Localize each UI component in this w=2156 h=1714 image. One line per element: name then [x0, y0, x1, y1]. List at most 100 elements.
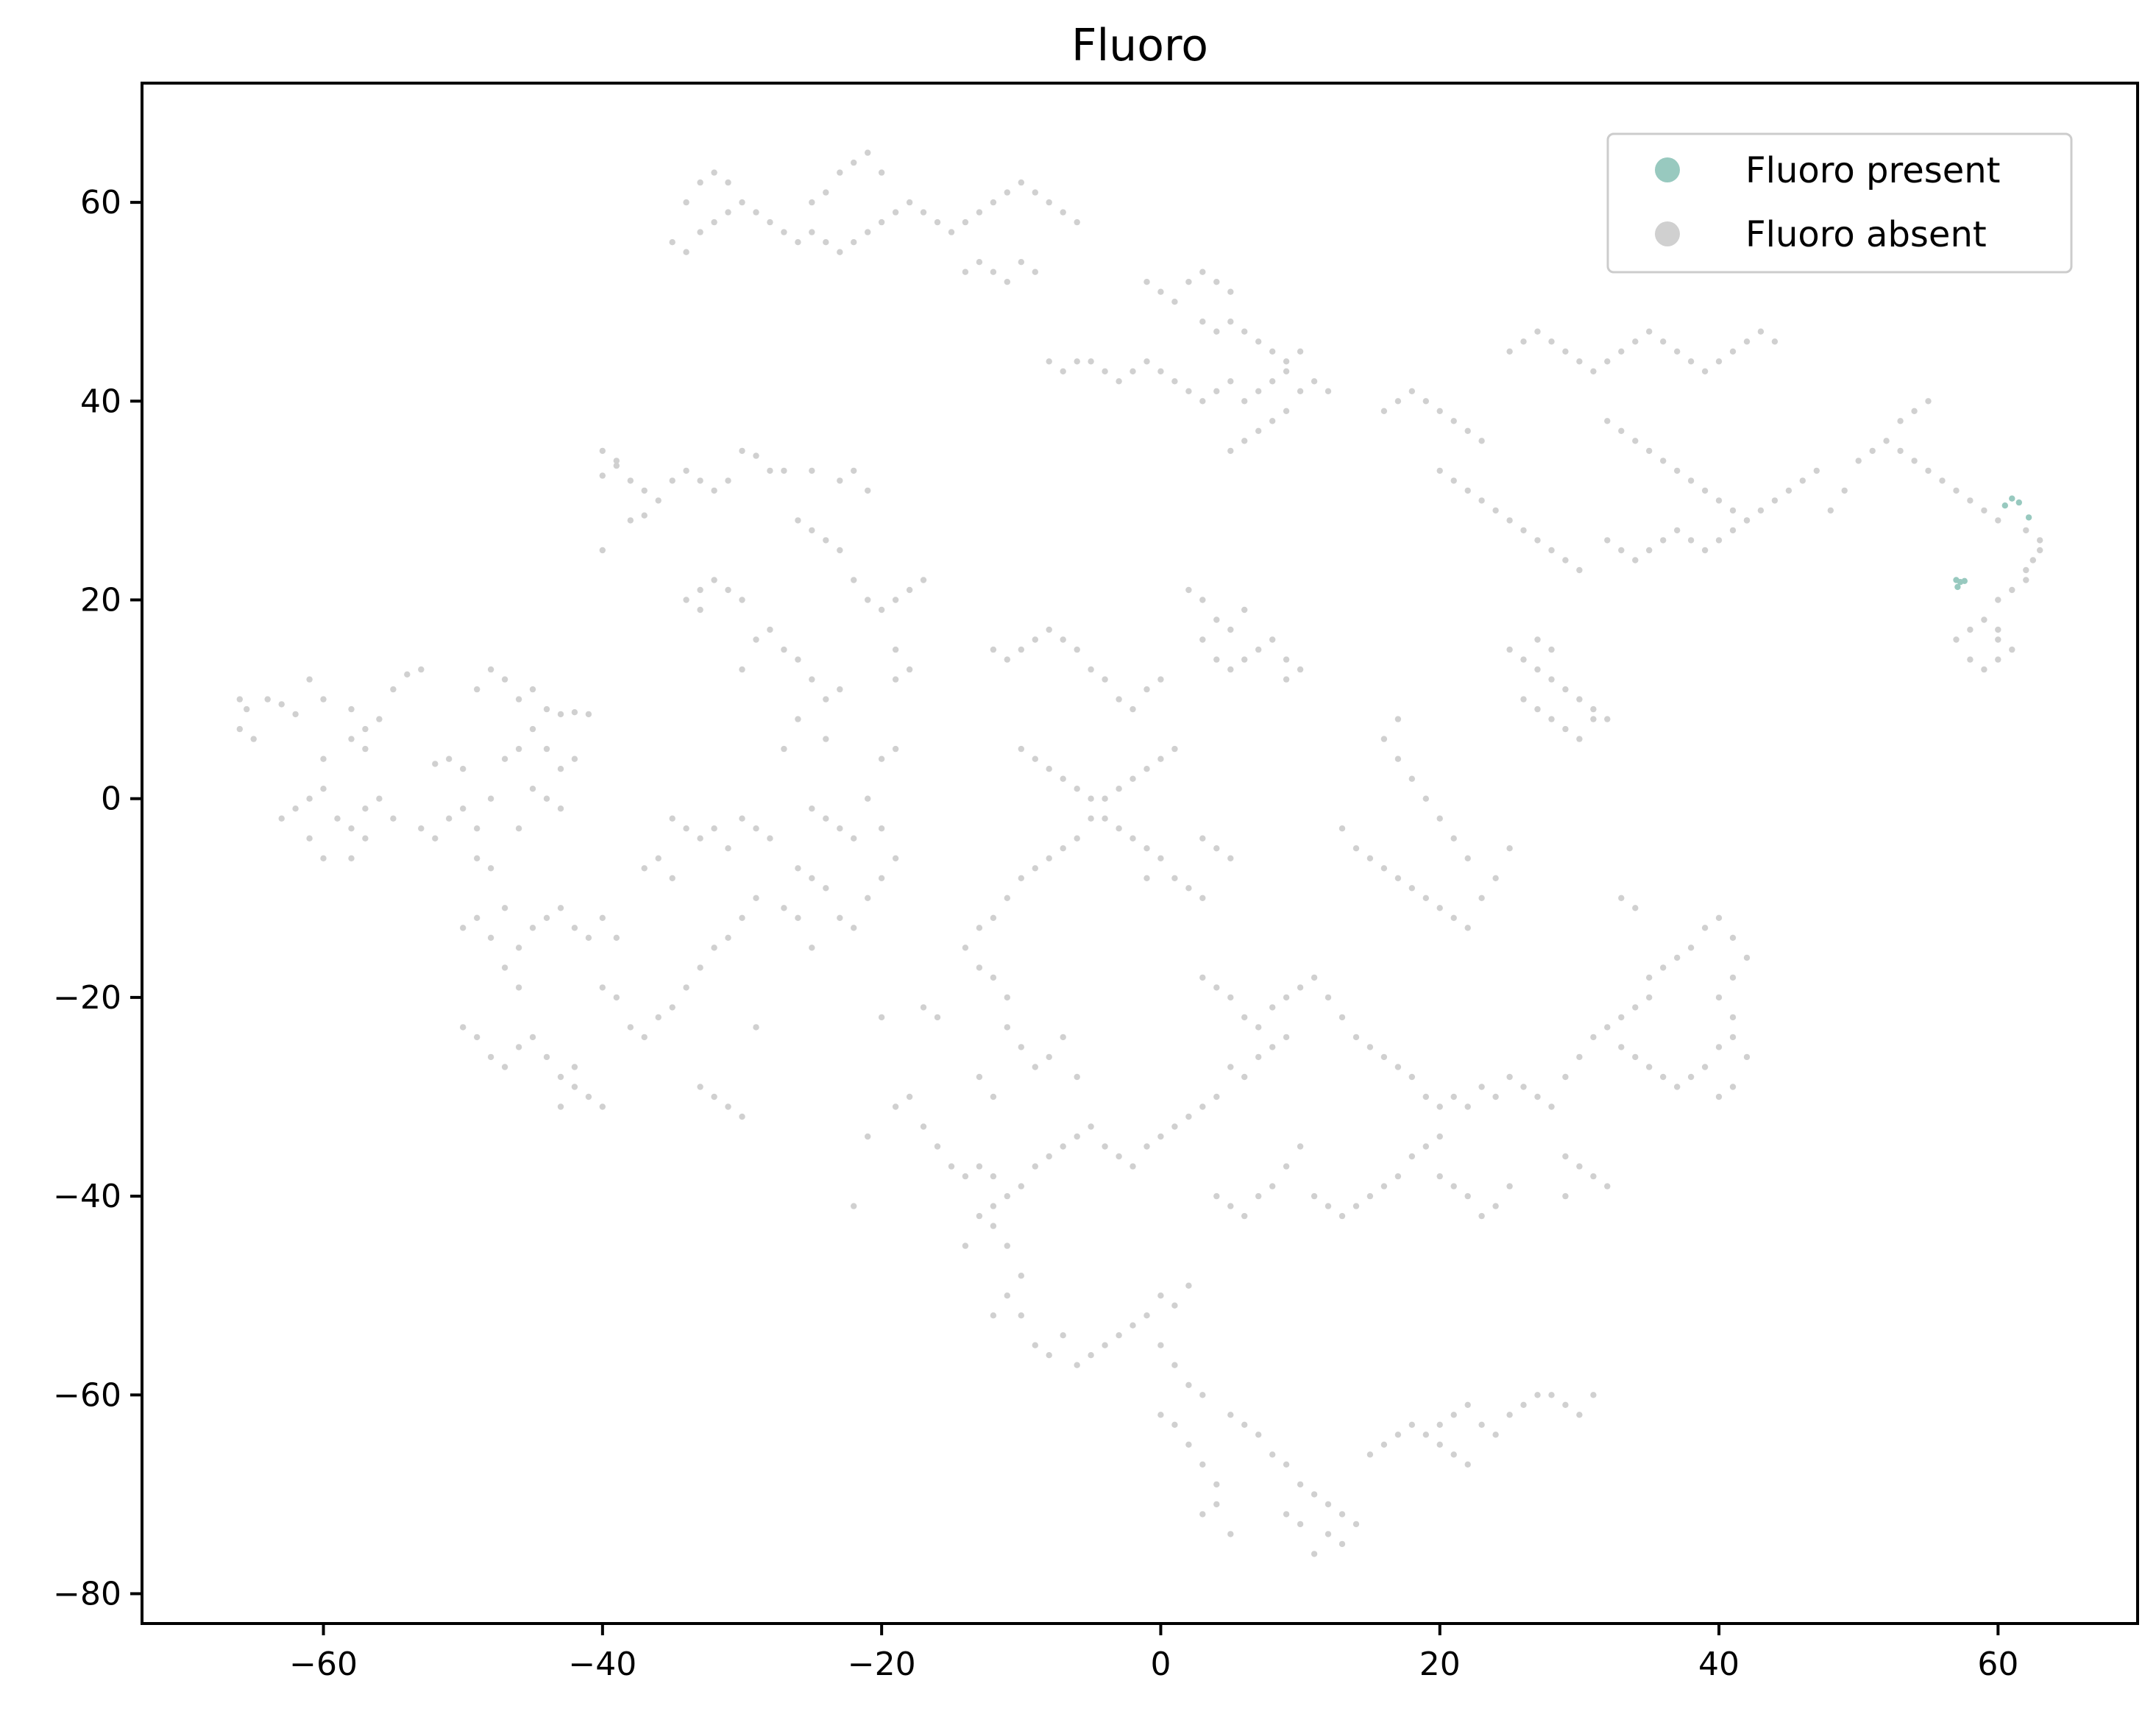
- point-fluoro-absent-167: [739, 1113, 745, 1120]
- point-fluoro-absent-406: [1548, 1103, 1555, 1110]
- point-fluoro-absent-228: [1046, 626, 1052, 633]
- point-fluoro-absent-322: [1283, 1461, 1290, 1468]
- point-fluoro-absent-556: [725, 179, 731, 186]
- point-fluoro-absent-644: [1911, 458, 1918, 464]
- point-fluoro-absent-543: [934, 218, 941, 226]
- point-fluoro-absent-447: [1380, 865, 1388, 872]
- point-fluoro-absent-285: [1060, 1332, 1066, 1339]
- point-fluoro-absent-106: [892, 597, 899, 603]
- point-fluoro-absent-648: [1967, 497, 1974, 504]
- point-fluoro-absent-255: [1060, 1034, 1066, 1041]
- point-fluoro-absent-272: [1157, 1133, 1164, 1140]
- point-fluoro-absent-202: [1171, 745, 1178, 753]
- point-fluoro-absent-312: [1185, 1441, 1192, 1448]
- point-fluoro-absent-495: [1185, 388, 1192, 394]
- point-fluoro-absent-169: [795, 865, 801, 872]
- point-fluoro-absent-354: [1213, 984, 1220, 991]
- point-fluoro-absent-247: [1269, 636, 1276, 643]
- point-fluoro-absent-344: [1520, 1401, 1527, 1409]
- point-fluoro-absent-380: [1269, 1183, 1276, 1190]
- point-fluoro-absent-232: [1102, 676, 1108, 683]
- chart-title: Fluoro: [1071, 20, 1208, 71]
- point-fluoro-absent-485: [1046, 358, 1052, 365]
- point-fluoro-absent-261: [1004, 1192, 1011, 1200]
- point-fluoro-absent-323: [1297, 1481, 1304, 1488]
- point-fluoro-absent-78: [809, 467, 815, 474]
- y-tick-label: 0: [101, 780, 121, 818]
- point-fluoro-absent-536: [837, 249, 843, 255]
- point-fluoro-absent-418: [1562, 1192, 1569, 1200]
- point-fluoro-absent-198: [1116, 786, 1122, 792]
- point-fluoro-absent-173: [851, 925, 857, 931]
- point-fluoro-absent-149: [599, 1103, 606, 1110]
- point-fluoro-absent-286: [1074, 1362, 1080, 1368]
- point-fluoro-absent-462: [1394, 755, 1402, 762]
- point-fluoro-absent-41: [487, 666, 494, 673]
- point-fluoro-absent-434: [1687, 945, 1695, 951]
- point-fluoro-absent-185: [795, 914, 801, 922]
- point-fluoro-absent-165: [711, 1093, 717, 1100]
- point-fluoro-absent-361: [1311, 974, 1318, 981]
- point-fluoro-absent-562: [837, 169, 843, 176]
- point-fluoro-absent-618: [1701, 487, 1709, 494]
- point-fluoro-absent-439: [1729, 974, 1737, 981]
- point-fluoro-absent-491: [1130, 368, 1136, 374]
- point-fluoro-absent-327: [1352, 1521, 1360, 1528]
- legend-box: [1606, 132, 2073, 274]
- point-fluoro-absent-532: [781, 229, 787, 235]
- point-fluoro-absent-384: [1325, 1203, 1332, 1209]
- point-fluoro-absent-393: [1436, 1173, 1443, 1180]
- point-fluoro-absent-194: [1060, 845, 1066, 852]
- point-fluoro-absent-210: [1116, 825, 1122, 832]
- point-fluoro-absent-30: [362, 835, 369, 842]
- point-fluoro-absent-260: [990, 1173, 997, 1180]
- point-fluoro-absent-459: [1436, 815, 1443, 822]
- y-tick-label: −60: [53, 1376, 121, 1414]
- point-fluoro-absent-433: [1674, 954, 1681, 961]
- point-fluoro-absent-560: [809, 199, 815, 206]
- point-fluoro-absent-64: [669, 477, 675, 484]
- point-fluoro-absent-71: [599, 547, 606, 554]
- point-fluoro-absent-142: [501, 1064, 508, 1070]
- point-fluoro-absent-559: [683, 249, 689, 255]
- point-fluoro-absent-90: [767, 626, 773, 633]
- point-fluoro-absent-5: [278, 701, 285, 708]
- point-fluoro-absent-547: [990, 199, 997, 206]
- point-fluoro-absent-347: [1562, 1401, 1569, 1409]
- legend: Fluoro present Fluoro absent: [1606, 132, 2073, 274]
- point-fluoro-absent-359: [1283, 994, 1290, 1001]
- point-fluoro-absent-411: [1618, 1014, 1625, 1021]
- point-fluoro-absent-123: [515, 945, 522, 951]
- point-fluoro-absent-633: [1687, 537, 1695, 544]
- y-tick-label: −20: [53, 979, 121, 1017]
- point-fluoro-absent-311: [1171, 1421, 1178, 1429]
- point-fluoro-absent-144: [529, 1034, 536, 1041]
- point-fluoro-absent-295: [990, 1203, 997, 1209]
- point-fluoro-absent-554: [697, 179, 703, 186]
- point-fluoro-absent-267: [1088, 1123, 1094, 1130]
- point-fluoro-absent-517: [1255, 338, 1262, 345]
- point-fluoro-absent-226: [1018, 646, 1025, 653]
- point-fluoro-absent-244: [1227, 666, 1234, 673]
- point-fluoro-absent-614: [1646, 447, 1653, 455]
- point-fluoro-absent-208: [1088, 795, 1094, 802]
- point-fluoro-absent-427: [1729, 1034, 1737, 1041]
- point-fluoro-absent-478: [1548, 646, 1555, 653]
- point-fluoro-absent-317: [1227, 1531, 1234, 1537]
- point-fluoro-absent-589: [1562, 557, 1569, 563]
- point-fluoro-absent-70: [641, 512, 648, 519]
- point-fluoro-present-2: [1961, 577, 1968, 584]
- point-fluoro-absent-156: [655, 1014, 662, 1021]
- point-fluoro-absent-453: [1464, 925, 1471, 931]
- point-fluoro-absent-641: [1869, 447, 1876, 455]
- point-fluoro-absent-119: [767, 835, 773, 842]
- point-fluoro-absent-133: [460, 925, 467, 931]
- point-fluoro-absent-171: [823, 885, 829, 892]
- point-fluoro-absent-367: [1394, 1064, 1402, 1070]
- point-fluoro-absent-42: [501, 676, 508, 683]
- point-fluoro-absent-437: [1729, 934, 1737, 942]
- point-fluoro-absent-573: [1394, 398, 1402, 405]
- point-fluoro-absent-224: [990, 646, 997, 653]
- point-fluoro-absent-534: [809, 229, 815, 235]
- point-fluoro-absent-345: [1534, 1392, 1541, 1398]
